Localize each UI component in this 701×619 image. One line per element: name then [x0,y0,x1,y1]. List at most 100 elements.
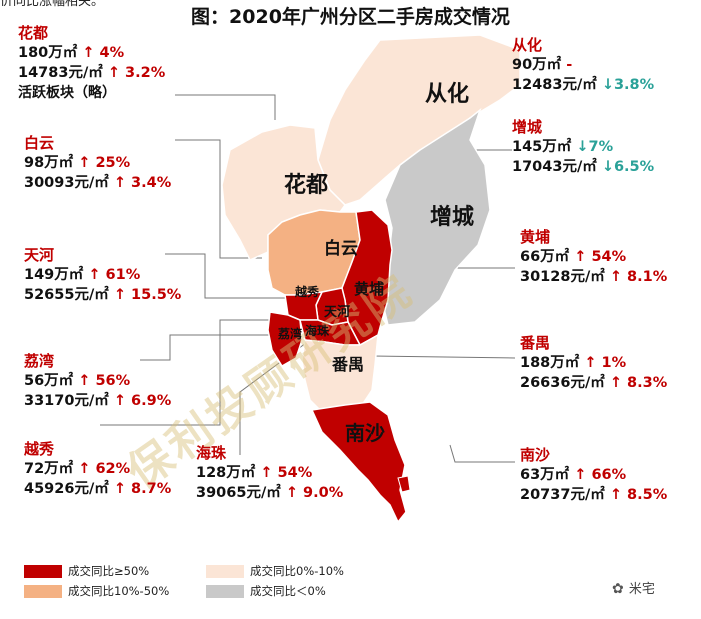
legend-label: 成交同比10%-50% [68,584,170,598]
price-value: 52655元/㎡ [24,287,109,303]
info-yuexiu: 越秀 72万㎡ ↑ 62% 45926元/㎡ ↑ 8.7% [24,440,171,499]
price-value: 33170元/㎡ [24,393,109,409]
price-change: ↑ 8.7% [113,481,172,497]
district-nansha-island [397,475,411,493]
price-change: ↓6.5% [601,159,655,175]
map-label-panyu-text: 番禺 [332,355,365,374]
map-label-huadu: 花都 [284,172,328,200]
legend-label: 成交同比0%-10% [250,564,344,578]
map-label-yuexiu-text: 越秀 [295,285,320,299]
map-label-liwan: 荔湾 [278,327,302,342]
map-label-panyu: 番禺 [332,355,364,375]
volume-change: ↑ 25% [78,155,131,171]
price-value: 30128元/㎡ [520,269,605,285]
legend-label: 成交同比≥50% [68,564,150,578]
info-panyu-price: 26636元/㎡ ↑ 8.3% [520,373,667,393]
volume-change: ↑ 66% [574,467,627,483]
info-haizhu-name: 海珠 [196,444,227,462]
price-value: 26636元/㎡ [520,375,605,391]
leader-yuexiu [100,319,272,426]
volume-value: 145万㎡ [512,139,572,155]
price-change: ↑ 8.5% [609,487,668,503]
info-tianhe-name: 天河 [24,246,55,264]
info-nansha-volume: 63万㎡ ↑ 66% [520,465,667,485]
price-value: 17043元/㎡ [512,159,597,175]
leader-baiyun [175,139,262,259]
legend-label: 成交同比＜0% [250,584,326,598]
volume-change: ↑ 54% [574,249,627,265]
map-label-baiyun-text: 白云 [324,239,358,259]
map-label-tianhe: 天河 [324,305,351,320]
volume-value: 66万㎡ [520,249,570,265]
legend-swatch [24,565,62,578]
info-yuexiu-price: 45926元/㎡ ↑ 8.7% [24,479,171,499]
info-panyu: 番禺 188万㎡ ↑ 1% 26636元/㎡ ↑ 8.3% [520,334,667,393]
price-value: 45926元/㎡ [24,481,109,497]
info-tianhe-volume: 149万㎡ ↑ 61% [24,265,181,285]
price-change: ↑ 8.3% [609,375,668,391]
price-change: ↑ 8.1% [609,269,668,285]
info-conghua-name: 从化 [512,36,543,54]
brand-name: 米宅 [628,582,655,597]
info-nansha-price: 20737元/㎡ ↑ 8.5% [520,485,667,505]
volume-change: ↑ 54% [260,465,313,481]
price-value: 30093元/㎡ [24,175,109,191]
district-nansha [310,401,407,524]
district-zengcheng [381,107,491,326]
chart-title: 图：2020年广州分区二手房成交情况 [191,6,510,28]
info-baiyun-name: 白云 [24,134,55,152]
volume-change: ↓7% [576,139,614,155]
info-huadu-volume: 180万㎡ ↑ 4% [18,43,165,63]
map-label-nansha-text: 南沙 [345,421,385,445]
info-haizhu-volume: 128万㎡ ↑ 54% [196,463,343,483]
leader-liwan [140,334,272,361]
price-value: 20737元/㎡ [520,487,605,503]
info-huadu-name: 花都 [18,24,49,42]
district-liwan [267,311,303,368]
info-baiyun: 白云 98万㎡ ↑ 25% 30093元/㎡ ↑ 3.4% [24,134,171,193]
map-label-zengcheng: 增城 [430,204,474,232]
volume-value: 128万㎡ [196,465,256,481]
info-huangpu: 黄埔 66万㎡ ↑ 54% 30128元/㎡ ↑ 8.1% [520,228,667,287]
volume-value: 149万㎡ [24,267,84,283]
leader-lines [100,94,516,463]
info-conghua: 从化 90万㎡ - 12483元/㎡ ↓3.8% [512,36,654,95]
price-change: ↓3.8% [601,77,655,93]
info-haizhu-price: 39065元/㎡ ↑ 9.0% [196,483,343,503]
price-value: 14783元/㎡ [18,65,103,81]
info-tianhe-price: 52655元/㎡ ↑ 15.5% [24,285,181,305]
info-huangpu-price: 30128元/㎡ ↑ 8.1% [520,267,667,287]
price-change: ↑ 9.0% [285,485,344,501]
info-huadu: 花都 180万㎡ ↑ 4% 14783元/㎡ ↑ 3.2% 活跃板块（略） [18,24,165,103]
info-zengcheng-price: 17043元/㎡ ↓6.5% [512,157,654,177]
leader-tianhe [165,253,300,299]
info-liwan: 荔湾 56万㎡ ↑ 56% 33170元/㎡ ↑ 6.9% [24,352,171,411]
volume-value: 180万㎡ [18,45,78,61]
info-nansha: 南沙 63万㎡ ↑ 66% 20737元/㎡ ↑ 8.5% [520,446,667,505]
district-panyu [301,333,379,413]
info-nansha-name: 南沙 [520,446,551,464]
volume-value: 56万㎡ [24,373,74,389]
volume-change: - [566,57,573,73]
map-label-baiyun: 白云 [324,238,358,260]
legend-swatch [24,585,62,598]
volume-value: 98万㎡ [24,155,74,171]
volume-change: ↑ 56% [78,373,131,389]
volume-value: 72万㎡ [24,461,74,477]
price-value: 39065元/㎡ [196,485,281,501]
map-label-haizhu: 海珠 [305,324,330,338]
info-zengcheng-name: 增城 [512,118,543,136]
volume-value: 188万㎡ [520,355,580,371]
map-label-huangpu: 黄埔 [354,280,385,298]
brand: ✿ 米宅 [612,578,655,597]
price-change: ↑ 6.9% [113,393,172,409]
volume-value: 63万㎡ [520,467,570,483]
volume-change: ↑ 4% [82,45,125,61]
info-zengcheng: 增城 145万㎡ ↓7% 17043元/㎡ ↓6.5% [512,118,654,177]
map-label-yuexiu: 越秀 [295,285,319,300]
info-conghua-volume: 90万㎡ - [512,55,654,75]
map-label-liwan-text: 荔湾 [278,327,303,341]
legend-swatch [206,565,244,578]
leader-huadu [175,94,276,120]
